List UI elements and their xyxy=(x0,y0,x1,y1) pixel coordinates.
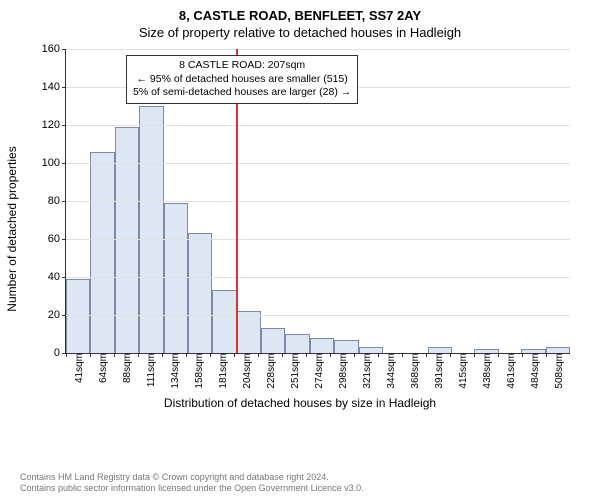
chart-subtitle: Size of property relative to detached ho… xyxy=(0,23,600,44)
histogram-bar xyxy=(310,338,334,353)
x-tick-mark xyxy=(546,353,547,357)
footer-attribution: Contains HM Land Registry data © Crown c… xyxy=(20,472,364,495)
x-tick-label: 368sqm xyxy=(406,353,421,389)
footer-line-1: Contains HM Land Registry data © Crown c… xyxy=(20,472,364,483)
x-tick-label: 298sqm xyxy=(334,353,349,389)
plot-area: 02040608010012014016041sqm64sqm88sqm111s… xyxy=(65,49,570,354)
x-tick-label: 461sqm xyxy=(502,353,517,389)
grid-line xyxy=(66,315,570,316)
y-tick-label: 60 xyxy=(48,233,66,245)
grid-line xyxy=(66,277,570,278)
grid-line xyxy=(66,49,570,50)
x-tick-mark xyxy=(66,353,67,357)
histogram-bar xyxy=(188,233,212,353)
x-tick-label: 41sqm xyxy=(70,353,85,383)
grid-line xyxy=(66,239,570,240)
grid-line xyxy=(66,163,570,164)
x-tick-mark xyxy=(186,353,187,357)
x-tick-mark xyxy=(426,353,427,357)
x-tick-label: 508sqm xyxy=(550,353,565,389)
x-tick-mark xyxy=(282,353,283,357)
x-tick-label: 134sqm xyxy=(166,353,181,389)
x-tick-label: 274sqm xyxy=(310,353,325,389)
x-tick-label: 251sqm xyxy=(286,353,301,389)
x-tick-label: 228sqm xyxy=(262,353,277,389)
x-tick-label: 391sqm xyxy=(430,353,445,389)
x-tick-mark xyxy=(306,353,307,357)
x-tick-mark xyxy=(498,353,499,357)
annotation-line: 8 CASTLE ROAD: 207sqm xyxy=(133,59,351,73)
x-tick-label: 64sqm xyxy=(94,353,109,383)
chart-container: Number of detached properties 0204060801… xyxy=(20,44,580,414)
y-axis-label: Number of detached properties xyxy=(5,146,19,311)
y-tick-label: 100 xyxy=(42,157,66,169)
y-tick-label: 160 xyxy=(42,43,66,55)
grid-line xyxy=(66,125,570,126)
x-tick-label: 204sqm xyxy=(238,353,253,389)
x-tick-mark xyxy=(450,353,451,357)
x-tick-mark xyxy=(138,353,139,357)
x-tick-mark xyxy=(402,353,403,357)
y-tick-label: 140 xyxy=(42,81,66,93)
x-tick-label: 415sqm xyxy=(454,353,469,389)
x-tick-label: 181sqm xyxy=(214,353,229,389)
x-tick-mark xyxy=(234,353,235,357)
footer-line-2: Contains public sector information licen… xyxy=(20,483,364,494)
x-tick-label: 438sqm xyxy=(478,353,493,389)
x-tick-mark xyxy=(354,353,355,357)
grid-line xyxy=(66,201,570,202)
x-axis-label: Distribution of detached houses by size … xyxy=(20,396,580,410)
histogram-bar xyxy=(285,334,309,353)
x-tick-mark xyxy=(258,353,259,357)
x-tick-mark xyxy=(330,353,331,357)
annotation-line: ← 95% of detached houses are smaller (51… xyxy=(133,73,351,87)
histogram-bar xyxy=(334,340,358,353)
y-tick-label: 20 xyxy=(48,309,66,321)
x-tick-label: 111sqm xyxy=(142,353,157,387)
x-tick-mark xyxy=(210,353,211,357)
x-tick-mark xyxy=(90,353,91,357)
x-tick-label: 484sqm xyxy=(526,353,541,389)
y-tick-label: 40 xyxy=(48,271,66,283)
x-tick-mark xyxy=(378,353,379,357)
x-tick-label: 88sqm xyxy=(118,353,133,383)
histogram-bar xyxy=(237,311,261,353)
x-tick-mark xyxy=(474,353,475,357)
histogram-bar xyxy=(90,152,114,353)
histogram-bar xyxy=(261,328,285,353)
page-title: 8, CASTLE ROAD, BENFLEET, SS7 2AY xyxy=(0,0,600,23)
x-tick-label: 344sqm xyxy=(382,353,397,389)
x-tick-label: 158sqm xyxy=(190,353,205,389)
histogram-bar xyxy=(212,290,236,353)
y-tick-label: 0 xyxy=(54,347,66,359)
annotation-box: 8 CASTLE ROAD: 207sqm← 95% of detached h… xyxy=(126,55,358,104)
x-tick-mark xyxy=(114,353,115,357)
x-tick-mark xyxy=(522,353,523,357)
x-tick-label: 321sqm xyxy=(358,353,373,389)
y-tick-label: 80 xyxy=(48,195,66,207)
annotation-line: 5% of semi-detached houses are larger (2… xyxy=(133,86,351,100)
x-tick-mark xyxy=(162,353,163,357)
y-tick-label: 120 xyxy=(42,119,66,131)
